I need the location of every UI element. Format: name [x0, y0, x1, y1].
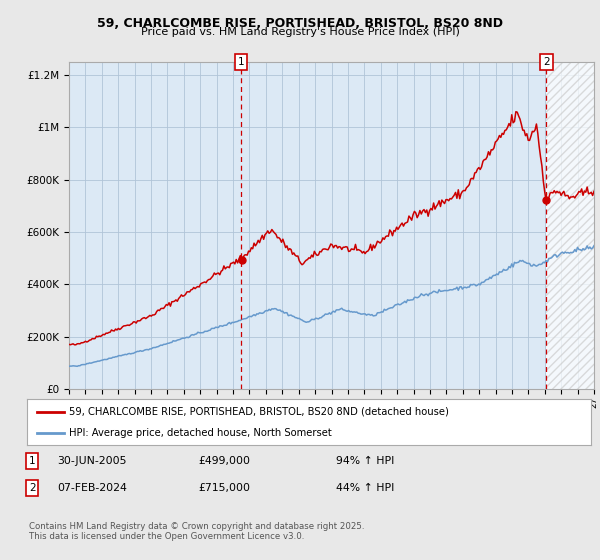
Text: 1: 1: [29, 456, 35, 466]
Bar: [547, 62, 594, 389]
Text: 2: 2: [543, 57, 550, 67]
Text: 2: 2: [29, 483, 35, 493]
Text: 59, CHARLCOMBE RISE, PORTISHEAD, BRISTOL, BS20 8ND (detached house): 59, CHARLCOMBE RISE, PORTISHEAD, BRISTOL…: [70, 407, 449, 417]
Text: 59, CHARLCOMBE RISE, PORTISHEAD, BRISTOL, BS20 8ND: 59, CHARLCOMBE RISE, PORTISHEAD, BRISTOL…: [97, 17, 503, 30]
Text: Price paid vs. HM Land Registry's House Price Index (HPI): Price paid vs. HM Land Registry's House …: [140, 27, 460, 37]
Text: 30-JUN-2005: 30-JUN-2005: [57, 456, 127, 466]
Text: HPI: Average price, detached house, North Somerset: HPI: Average price, detached house, Nort…: [70, 428, 332, 438]
Text: £715,000: £715,000: [198, 483, 250, 493]
Text: 1: 1: [238, 57, 245, 67]
Text: Contains HM Land Registry data © Crown copyright and database right 2025.
This d: Contains HM Land Registry data © Crown c…: [29, 522, 364, 542]
Text: £499,000: £499,000: [198, 456, 250, 466]
Text: 07-FEB-2024: 07-FEB-2024: [57, 483, 127, 493]
Text: 44% ↑ HPI: 44% ↑ HPI: [336, 483, 394, 493]
Text: 94% ↑ HPI: 94% ↑ HPI: [336, 456, 394, 466]
